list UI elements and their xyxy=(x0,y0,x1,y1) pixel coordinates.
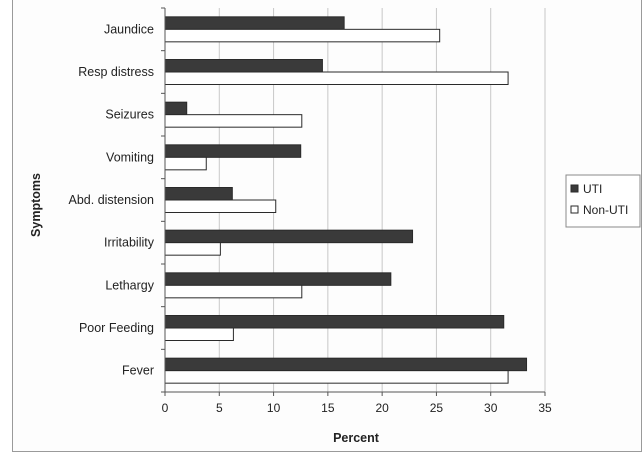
category-label: Poor Feeding xyxy=(79,321,154,335)
bar-non-uti xyxy=(164,370,509,384)
category-label: Lethargy xyxy=(105,278,154,292)
bar-non-uti xyxy=(164,71,509,85)
bar-uti xyxy=(164,272,392,286)
x-axis-title: Percent xyxy=(333,431,380,445)
bar-uti xyxy=(164,187,233,201)
axes xyxy=(161,7,545,393)
category-label: Jaundice xyxy=(104,22,154,36)
legend-swatch xyxy=(570,205,579,214)
bar-uti xyxy=(164,229,414,244)
x-tick-labels: 0 5 10 15 20 25 30 35 xyxy=(162,392,552,415)
category-label: Vomiting xyxy=(106,150,154,164)
category-label: Seizures xyxy=(105,108,154,122)
bar-uti xyxy=(164,144,302,158)
bar-uti xyxy=(164,357,528,372)
legend-label: UTI xyxy=(583,182,602,196)
x-tick-label: 30 xyxy=(484,401,498,415)
legend-swatch xyxy=(570,184,579,193)
category-label: Irritability xyxy=(104,236,155,250)
bar-non-uti xyxy=(164,242,221,256)
bar-non-uti xyxy=(164,156,207,171)
category-label: Fever xyxy=(122,364,154,378)
x-tick-label: 20 xyxy=(375,401,389,415)
bar-uti xyxy=(164,16,345,30)
x-tick-label: 25 xyxy=(430,401,444,415)
bar-uti xyxy=(164,101,188,116)
bars xyxy=(164,16,528,384)
y-axis-title: Symptoms xyxy=(29,173,43,237)
bar-non-uti xyxy=(164,199,277,213)
legend: UTI Non-UTI xyxy=(565,174,641,228)
x-tick-label: 15 xyxy=(321,401,335,415)
bar-uti xyxy=(164,315,505,329)
category-label: Resp distress xyxy=(78,65,154,79)
category-labels: Jaundice Resp distress Seizures Vomiting Abd… xyxy=(69,22,155,377)
x-tick-label: 35 xyxy=(538,401,552,415)
legend-label: Non-UTI xyxy=(583,203,628,217)
bar-non-uti xyxy=(164,114,303,128)
x-tick-label: 0 xyxy=(162,401,169,415)
x-tick-label: 10 xyxy=(267,401,281,415)
bar-non-uti xyxy=(164,327,234,341)
bar-uti xyxy=(164,59,323,73)
category-label: Abd. distension xyxy=(69,193,155,207)
bar-non-uti xyxy=(164,28,441,43)
bar-non-uti xyxy=(164,284,303,299)
x-tick-label: 5 xyxy=(216,401,223,415)
legend-box xyxy=(565,174,641,228)
